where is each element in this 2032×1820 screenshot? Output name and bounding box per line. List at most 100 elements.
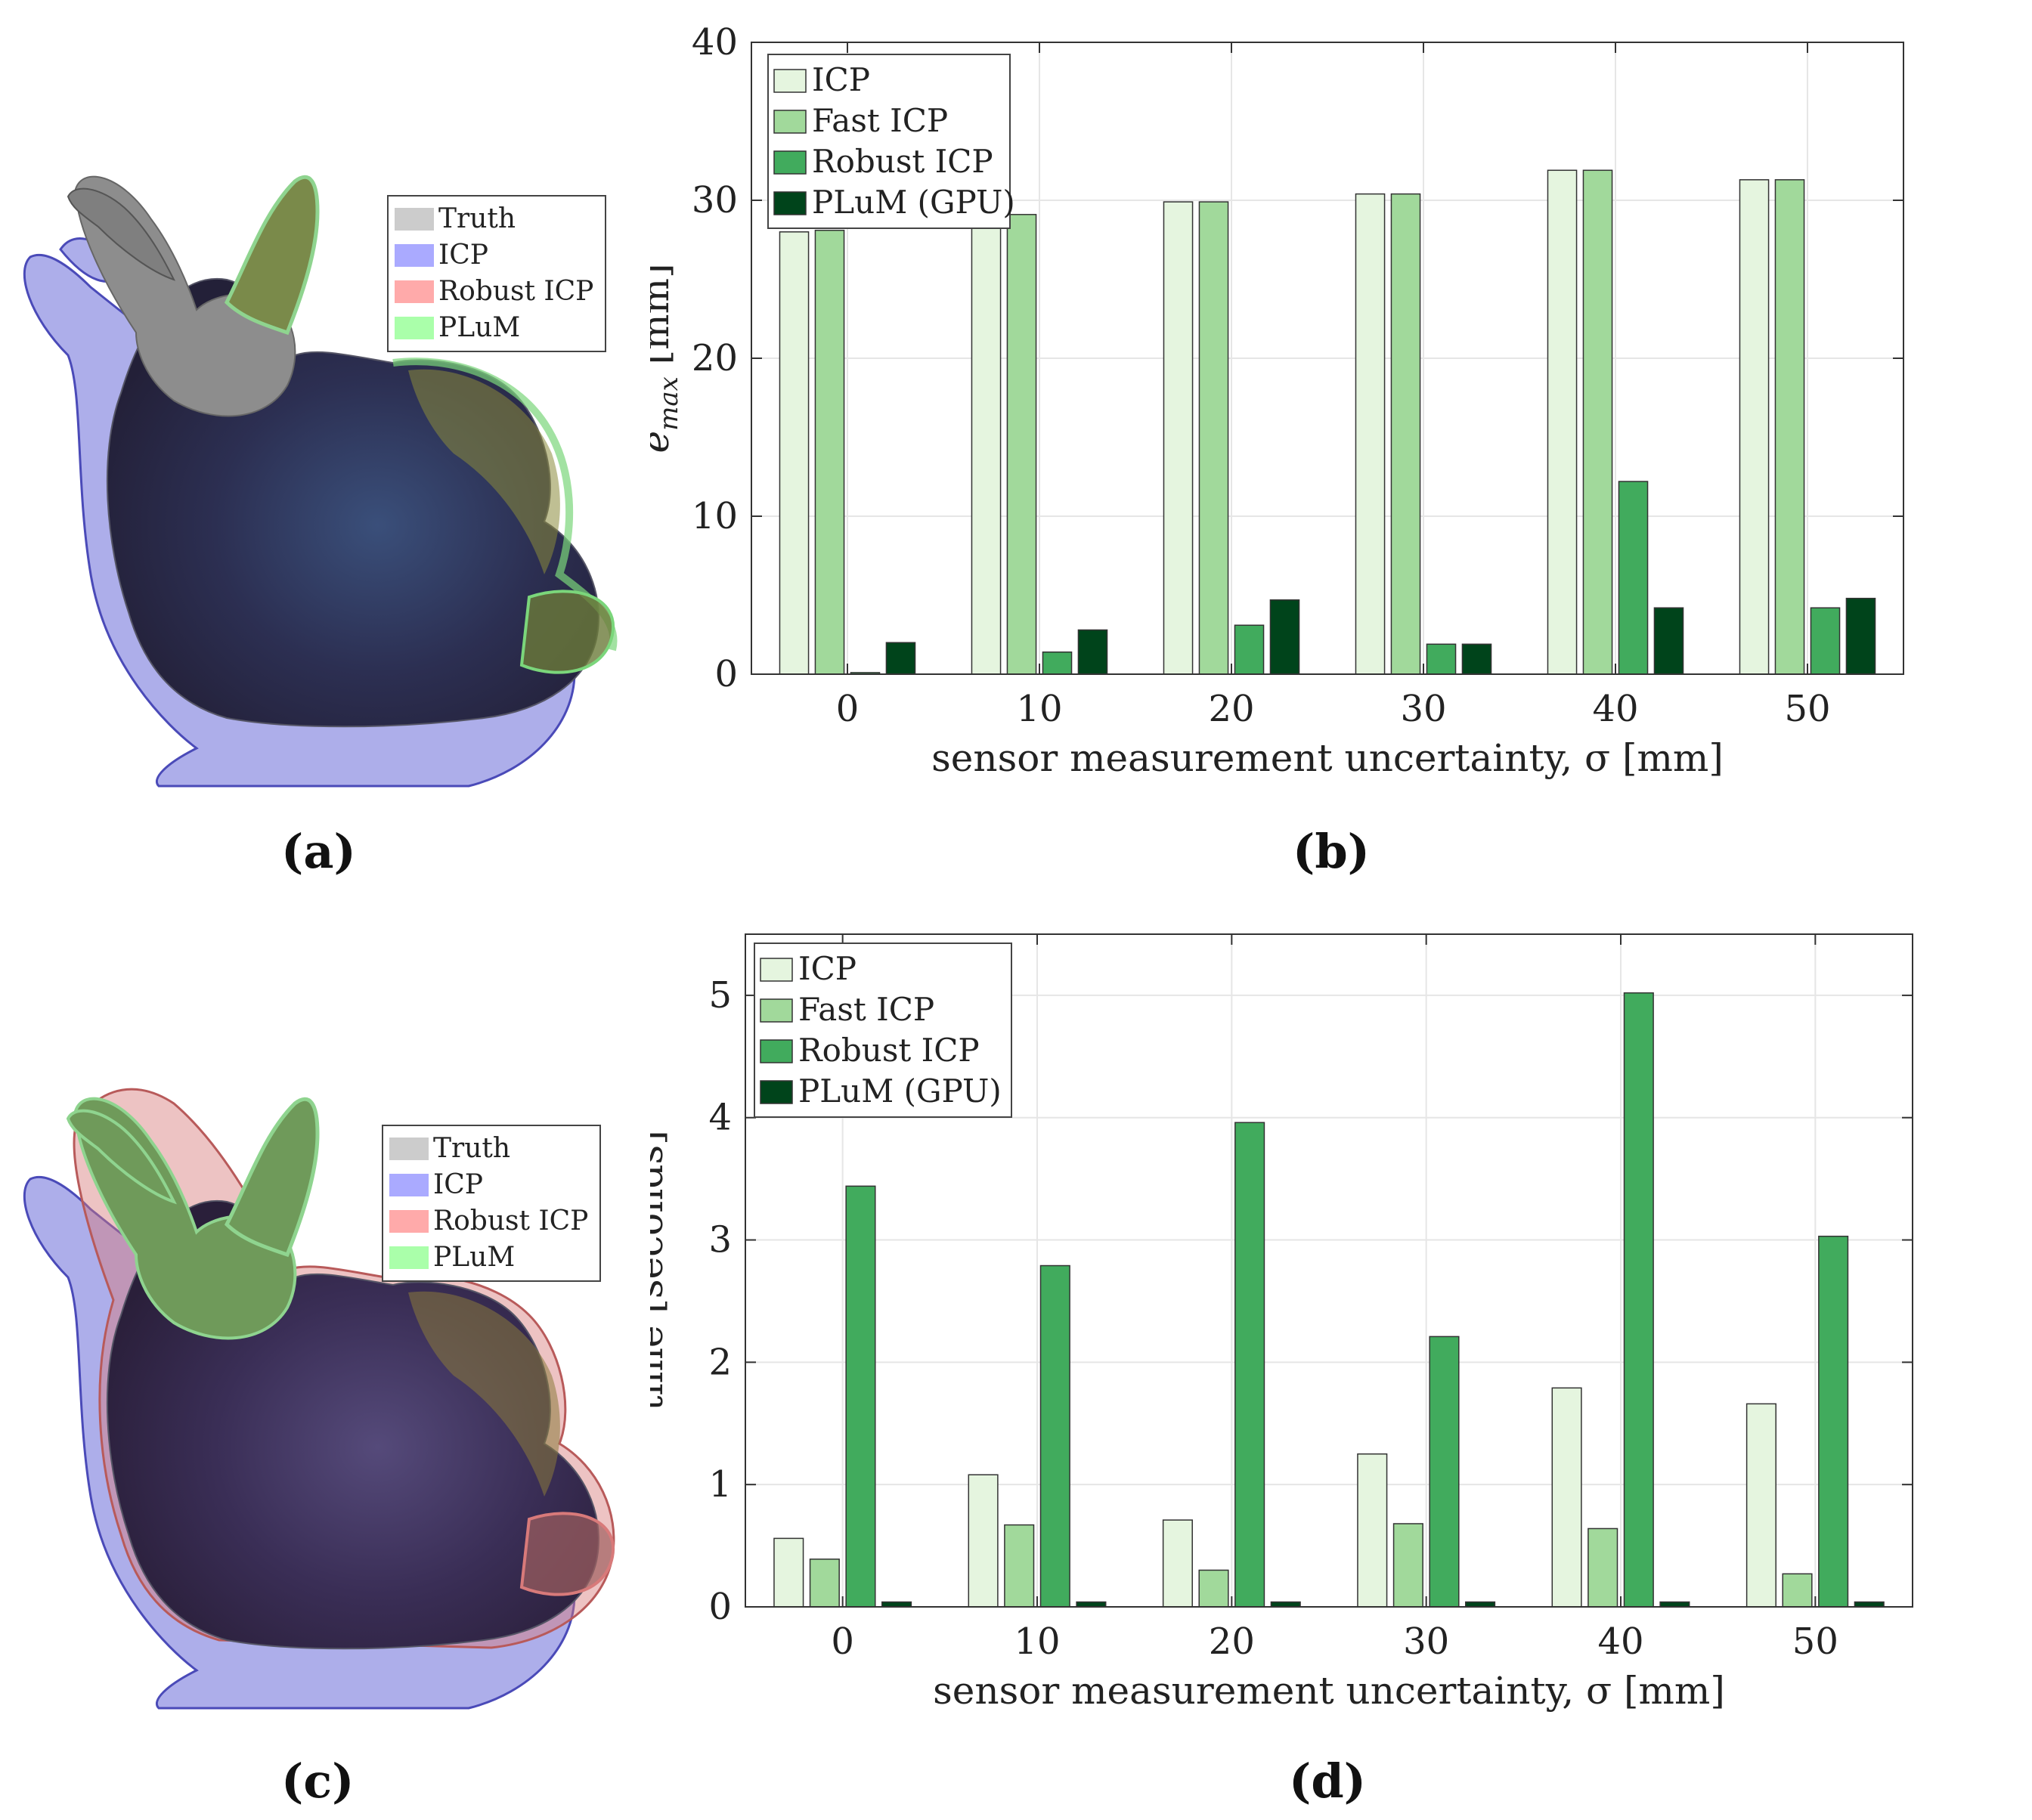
bar [1774, 179, 1805, 675]
y-tick-label: 40 [692, 21, 738, 63]
bar [1042, 651, 1073, 675]
bar [1745, 1403, 1776, 1608]
bar [1163, 201, 1194, 675]
legend-swatch [773, 150, 807, 175]
y-tick-label: 0 [714, 653, 738, 695]
bar [1077, 629, 1108, 675]
bar [1782, 1573, 1813, 1608]
y-tick-label: 2 [708, 1341, 732, 1383]
bar [809, 1558, 840, 1608]
legend-swatch [760, 1039, 793, 1063]
legend-label: PLuM [438, 312, 521, 343]
chart-emax: 0 10 20 30 40 0 10 20 30 40 50 sensor measurement u… [633, 21, 1904, 780]
y-tick-label: 4 [708, 1097, 732, 1139]
x-tick-label: 30 [1400, 688, 1446, 730]
legend-box [754, 942, 1012, 1118]
bar [1426, 643, 1457, 675]
bar [1588, 1528, 1618, 1608]
y-axis-label-main: time [seconds] [650, 1130, 671, 1410]
legend-swatch [773, 191, 807, 215]
bar [1006, 214, 1037, 675]
y-axis-label-sub: max [654, 376, 684, 431]
legend-label: Truth [433, 1133, 511, 1164]
bar [1390, 193, 1421, 675]
y-tick-label: 5 [708, 974, 732, 1017]
bunny-ear-left [67, 187, 175, 281]
bar [968, 1474, 999, 1608]
x-tick-label: 50 [1784, 688, 1830, 730]
bar [1234, 624, 1265, 675]
legend-box [767, 54, 1011, 229]
bar [1392, 1523, 1423, 1608]
bar [1039, 1264, 1070, 1608]
panel-c: Truth ICP Robust ICP PLuM (c) [0, 922, 665, 1820]
plot-frame [745, 933, 1913, 1608]
robust-swatch [395, 280, 434, 303]
x-tick-label: 20 [1208, 688, 1254, 730]
x-axis-label: sensor measurement uncertainty, σ [mm] [933, 1669, 1725, 1713]
bar [1269, 599, 1300, 675]
y-tick-label: 3 [708, 1219, 732, 1261]
x-tick-label: 20 [1209, 1620, 1255, 1663]
icp-swatch [395, 244, 434, 267]
bar [1845, 597, 1876, 675]
legend-item: PLuM [395, 310, 599, 346]
y-tick-label: 1 [708, 1463, 732, 1506]
legend-swatch [760, 1080, 793, 1104]
x-tick-label: 40 [1597, 1620, 1643, 1663]
y-axis-label: emax [mm] [650, 263, 684, 453]
panel-a: Truth ICP Robust ICP PLuM (a) [0, 0, 665, 879]
bunny-overlap-back [408, 369, 560, 574]
legend-item: Truth [389, 1131, 593, 1167]
caption-d: (d) [1289, 1753, 1367, 1809]
truth-swatch [395, 208, 434, 231]
caption-b: (b) [1293, 824, 1371, 879]
bar [1818, 1235, 1849, 1608]
legend-label: Robust ICP [438, 276, 594, 307]
legend-label: Robust ICP [798, 1032, 980, 1069]
bar [1461, 643, 1492, 675]
legend-label: PLuM (GPU) [798, 1072, 1002, 1110]
y-tick-label: 20 [692, 337, 738, 379]
legend-swatch [773, 110, 807, 134]
legend-label: ICP [812, 61, 870, 98]
panel-d: 0 1 2 3 4 5 0 10 20 30 40 50 sensor measurement unce… [627, 922, 2032, 1820]
bar [1004, 1524, 1035, 1608]
legend-label: ICP [438, 240, 488, 271]
legend-item: Robust ICP [395, 274, 599, 310]
y-tick-label: 30 [692, 179, 738, 221]
bar [971, 224, 1002, 675]
y-axis-label-unit: [mm] [650, 263, 677, 376]
panel-b: 0 10 20 30 40 0 10 20 30 40 50 sensor measurement u… [633, 0, 2032, 892]
bar [1429, 1336, 1460, 1608]
bunny-render-a [23, 175, 618, 788]
x-tick-label: 0 [831, 1620, 854, 1663]
bunny-feet [519, 590, 615, 674]
legend-label: ICP [433, 1169, 483, 1200]
legend-swatch [760, 998, 793, 1023]
legend-label: ICP [798, 950, 856, 987]
legend-swatch [773, 69, 807, 93]
bar [885, 642, 916, 675]
bunny-ear-right [224, 1097, 320, 1258]
legend-label: Robust ICP [433, 1206, 589, 1237]
bunny-legend-a: Truth ICP Robust ICP PLuM [387, 195, 606, 352]
legend-label: Fast ICP [812, 102, 948, 139]
legend-label: PLuM [433, 1242, 516, 1273]
x-tick-label: 30 [1403, 1620, 1449, 1663]
plum-swatch [395, 317, 434, 339]
x-axis-label: sensor measurement uncertainty, σ [mm] [931, 736, 1724, 780]
legend-item: Robust ICP [389, 1203, 593, 1240]
x-tick-label: 50 [1792, 1620, 1838, 1663]
bar [1582, 169, 1613, 675]
y-tick-label: 0 [708, 1586, 732, 1628]
bar [1551, 1387, 1582, 1608]
bar [1357, 1453, 1388, 1608]
bar [1198, 201, 1229, 675]
bar [779, 231, 810, 675]
bar [1234, 1122, 1265, 1608]
x-tick-label: 10 [1014, 1620, 1060, 1663]
bunny-ear-right [224, 175, 320, 336]
bar [773, 1537, 804, 1608]
